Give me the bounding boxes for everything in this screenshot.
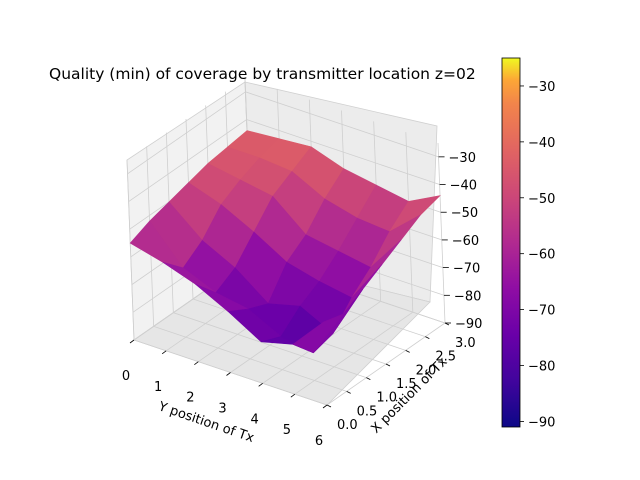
colorbar-tick-label: −70 bbox=[528, 304, 555, 319]
colorbar-tick-label: −90 bbox=[528, 415, 555, 430]
colorbar: −90 −80 −70 −60 −50 −40 −30 bbox=[501, 57, 555, 430]
y-tick-label: 2.5 bbox=[435, 350, 456, 365]
z-tick-label: −40 bbox=[450, 179, 477, 194]
x-tick-mark bbox=[129, 339, 135, 344]
colorbar-tick-label: −50 bbox=[528, 192, 555, 207]
colorbar-gradient bbox=[501, 57, 521, 428]
y-tick-label: 3.0 bbox=[455, 336, 476, 351]
y-tick-label: 1.5 bbox=[396, 377, 417, 392]
y-tick-mark bbox=[405, 349, 410, 353]
x-tick-mark bbox=[226, 372, 231, 376]
y-tick-label: 2.0 bbox=[416, 363, 437, 378]
surface-plot bbox=[129, 130, 441, 354]
z-tick-label: −90 bbox=[455, 317, 482, 332]
chart-title: Quality (min) of coverage by transmitter… bbox=[49, 65, 476, 83]
z-tick-label: −30 bbox=[449, 151, 476, 166]
x-tick-mark bbox=[194, 361, 199, 365]
colorbar-tick-label: −30 bbox=[528, 80, 555, 95]
x-axis-label: Y position of Tx bbox=[155, 399, 256, 446]
grid-line bbox=[128, 119, 440, 202]
x-tick-label: 5 bbox=[283, 423, 291, 438]
x-tick-label: 0 bbox=[122, 369, 130, 384]
x-tick-label: 2 bbox=[186, 391, 194, 406]
x-tick-mark bbox=[258, 383, 263, 387]
x-tick-label: 3 bbox=[218, 402, 226, 417]
z-tick-label: −60 bbox=[452, 234, 479, 249]
y-tick-mark bbox=[366, 377, 371, 381]
axes: 0 1 2 3 4 5 6 0.00.51.01.52.02.53.0 −90 −80 −70 −60… bbox=[122, 151, 483, 449]
colorbar-tick-label: −80 bbox=[528, 360, 555, 375]
z-tick-label: −80 bbox=[454, 289, 481, 304]
y-tick-label: 1.0 bbox=[376, 391, 397, 406]
z-tick-label: −70 bbox=[453, 262, 480, 277]
z-tick-label: −50 bbox=[451, 206, 478, 221]
y-tick-mark bbox=[425, 336, 430, 340]
x-tick-label: 6 bbox=[315, 434, 323, 449]
y-tick-mark bbox=[326, 404, 332, 408]
y-tick-mark bbox=[346, 390, 351, 394]
y-tick-label: 0.0 bbox=[337, 418, 358, 433]
y-tick-label: 0.5 bbox=[357, 404, 378, 419]
grid-line bbox=[127, 91, 439, 175]
y-tick-mark bbox=[385, 363, 391, 367]
colorbar-tick-label: −60 bbox=[528, 248, 555, 263]
surface-patch bbox=[292, 313, 345, 354]
x-tick-mark bbox=[322, 404, 328, 409]
x-tick-label: 1 bbox=[154, 380, 162, 395]
x-tick-mark bbox=[290, 393, 296, 398]
colorbar-tick-label: −40 bbox=[528, 136, 555, 151]
x-tick-label: 4 bbox=[251, 412, 259, 427]
x-tick-mark bbox=[161, 350, 167, 355]
